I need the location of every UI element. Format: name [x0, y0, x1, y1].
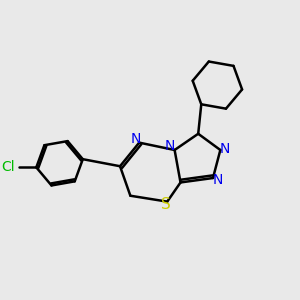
Text: N: N — [165, 140, 175, 154]
Text: N: N — [220, 142, 230, 155]
Text: Cl: Cl — [2, 160, 15, 174]
Text: N: N — [212, 173, 223, 188]
Text: S: S — [161, 197, 171, 212]
Text: N: N — [131, 132, 141, 146]
